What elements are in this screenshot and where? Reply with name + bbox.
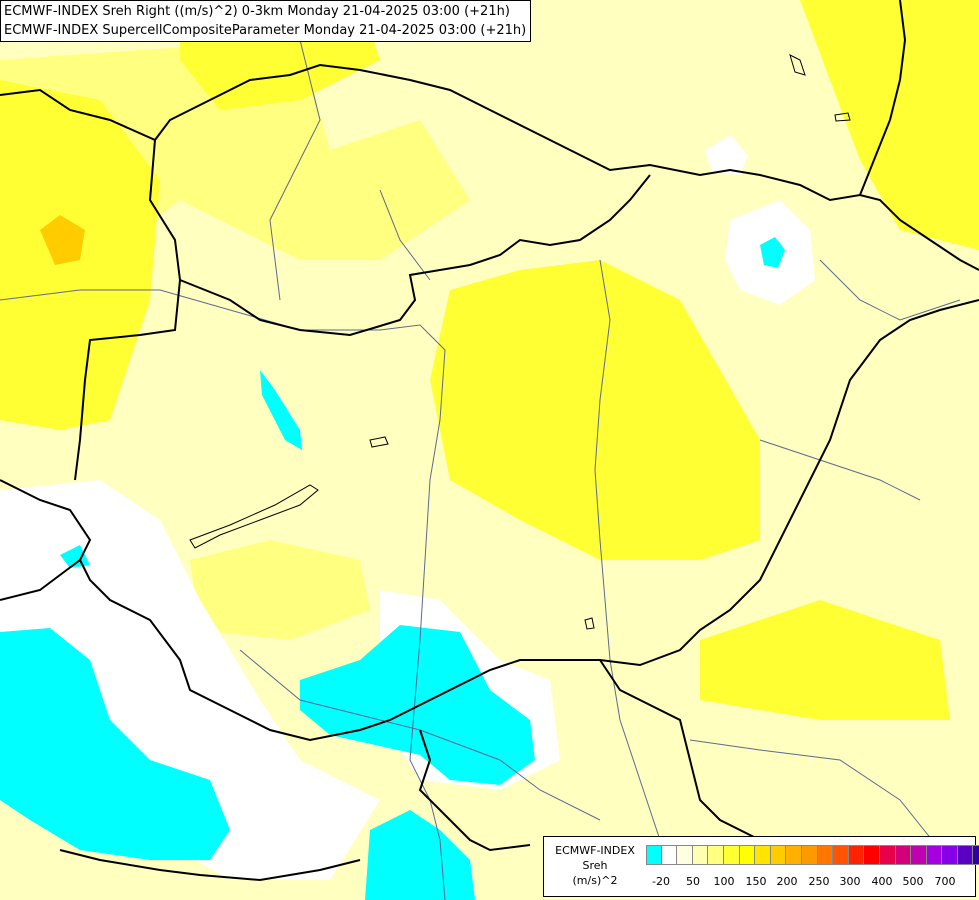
legend-title-unit: (m/s)^2 <box>572 874 618 887</box>
legend-swatch <box>692 845 709 865</box>
river <box>689 739 941 851</box>
white-spot-north <box>705 135 748 175</box>
cyan-spot-west <box>260 370 302 450</box>
legend-swatch <box>677 845 693 865</box>
legend-title-model: ECMWF-INDEX <box>555 844 635 857</box>
border <box>0 88 181 281</box>
legend-swatch <box>661 845 678 865</box>
yellow-region-south <box>700 600 950 720</box>
title-line-sreh: ECMWF-INDEX Sreh Right ((m/s)^2) 0-3km M… <box>4 4 510 19</box>
border <box>179 174 651 337</box>
rivers <box>0 39 961 900</box>
legend-tick-label: 50 <box>686 875 700 888</box>
legend-tick-label: -20 <box>652 875 670 888</box>
map-title-box: ECMWF-INDEX Sreh Right ((m/s)^2) 0-3km M… <box>0 0 532 42</box>
legend-swatch <box>723 845 740 865</box>
lake <box>369 436 389 448</box>
yellow-region-northeast <box>800 0 979 250</box>
border <box>859 0 907 196</box>
legend-swatch <box>739 845 756 865</box>
river <box>759 439 921 501</box>
lake <box>584 617 595 630</box>
border <box>59 849 361 882</box>
border <box>154 63 979 271</box>
legend-tick-label: 500 <box>902 875 924 888</box>
border <box>0 559 81 601</box>
legend-tick-label: 250 <box>808 875 830 888</box>
lake <box>834 112 851 122</box>
lakes <box>189 54 851 630</box>
river <box>819 259 961 321</box>
legend-ticks: -20 50 100 150 200 250 300 400 500 700 <box>646 875 976 891</box>
river <box>0 289 446 900</box>
light-yellow-region-south <box>190 540 370 640</box>
color-legend: ECMWF-INDEX Sreh (m/s)^2 -20 50 100 150 200 2… <box>543 836 979 897</box>
border <box>418 729 531 852</box>
orange-spot-west <box>40 215 85 265</box>
cyan-spot-small <box>60 545 90 568</box>
yellow-region-center <box>430 260 760 560</box>
cyan-region-southwest <box>0 628 230 860</box>
legend-title: ECMWF-INDEX Sreh (m/s)^2 <box>546 843 644 888</box>
river <box>379 189 431 281</box>
legend-tick-label: 400 <box>871 875 893 888</box>
legend-swatch <box>911 845 927 865</box>
title-line-scp: ECMWF-INDEX SupercellCompositeParameter … <box>4 23 527 38</box>
legend-swatch <box>770 845 787 865</box>
legend-swatch <box>973 845 979 865</box>
legend-title-var: Sreh <box>582 859 608 872</box>
legend-swatch <box>957 845 974 865</box>
legend-swatch <box>708 845 724 865</box>
legend-tick-label: 700 <box>934 875 956 888</box>
legend-tick-label: 100 <box>713 875 735 888</box>
river <box>594 259 661 841</box>
legend-swatch <box>801 845 818 865</box>
border <box>74 279 181 481</box>
border <box>599 659 790 841</box>
legend-swatch <box>755 845 771 865</box>
legend-swatch <box>895 845 912 865</box>
white-region-southwest <box>0 480 380 880</box>
legend-swatch <box>926 845 943 865</box>
legend-swatch <box>646 845 662 865</box>
legend-swatch <box>942 845 958 865</box>
lake <box>789 54 806 76</box>
cyan-region-bottom <box>365 810 475 900</box>
cyan-region-south <box>300 625 535 785</box>
legend-swatch <box>864 845 880 865</box>
legend-swatches <box>646 845 979 865</box>
lake-balaton <box>189 484 319 549</box>
legend-swatch <box>848 845 865 865</box>
legend-swatch <box>879 845 896 865</box>
legend-tick-label: 300 <box>839 875 861 888</box>
legend-swatch <box>786 845 802 865</box>
legend-swatch <box>833 845 849 865</box>
legend-tick-label: 150 <box>745 875 767 888</box>
border <box>0 299 979 742</box>
legend-swatch <box>817 845 834 865</box>
cyan-spot-northeast <box>760 237 785 268</box>
river <box>269 39 321 301</box>
legend-tick-label: 200 <box>776 875 798 888</box>
